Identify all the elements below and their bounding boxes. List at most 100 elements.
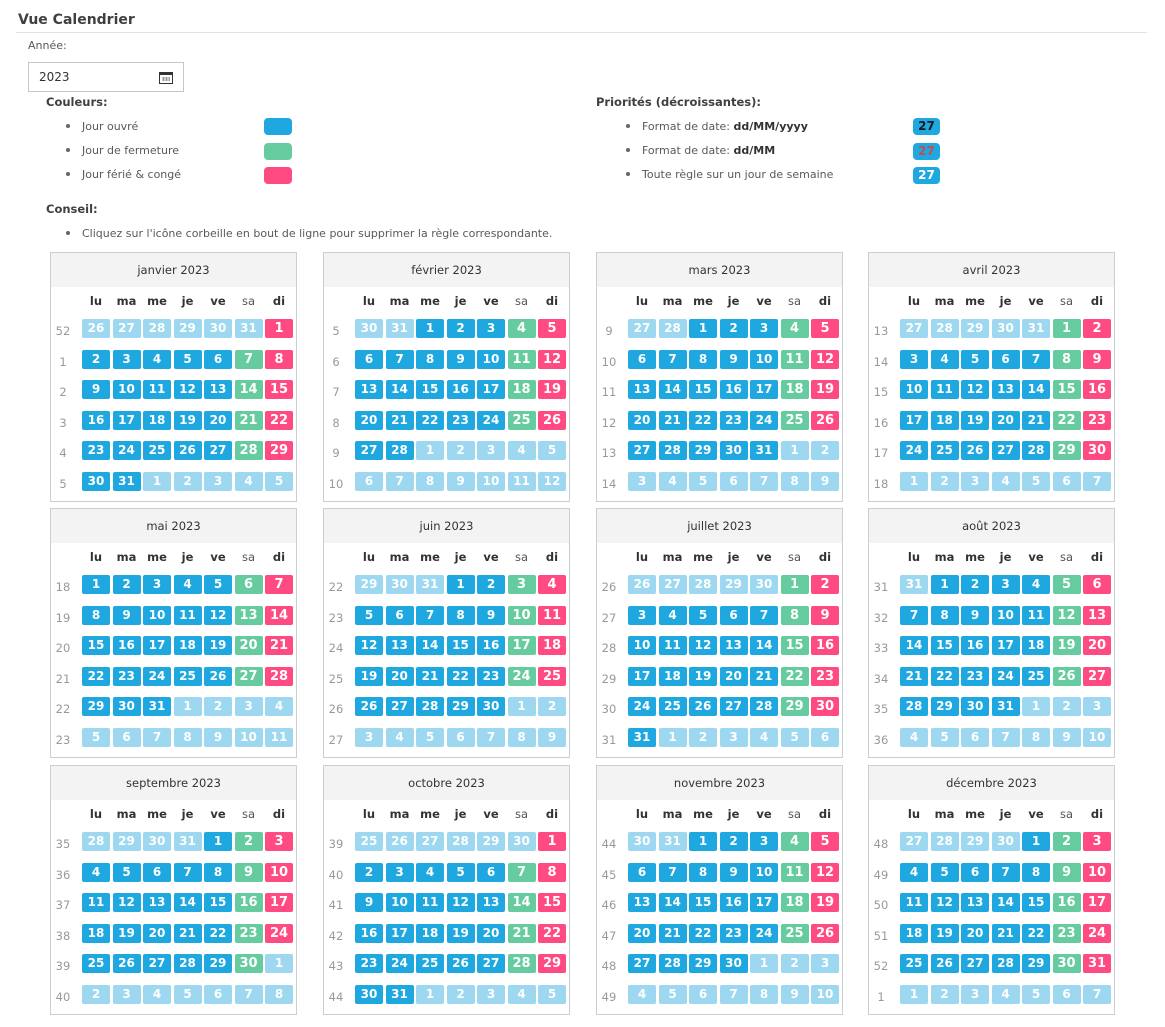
day-cell-working-day[interactable]: 28 <box>385 441 414 461</box>
day-cell-working-day[interactable]: 28 <box>658 441 687 461</box>
day-cell-working-day[interactable]: 15 <box>446 636 475 656</box>
day-cell-working-day[interactable]: 11 <box>173 605 202 625</box>
day-cell-holiday[interactable]: 19 <box>538 380 566 400</box>
day-cell-working-day[interactable]: 6 <box>385 605 414 625</box>
day-cell-working-day[interactable]: 3 <box>991 575 1020 594</box>
day-cell-working-day[interactable]: 1 <box>446 575 475 594</box>
day-cell-working-day[interactable]: 5 <box>446 862 475 882</box>
day-cell-outside-month-day[interactable]: 3 <box>628 472 656 491</box>
day-cell-working-day[interactable]: 6 <box>719 605 748 625</box>
day-cell-closure-day[interactable]: 23 <box>1052 923 1081 943</box>
day-cell-holiday[interactable]: 2 <box>1083 319 1111 338</box>
day-cell-closure-day[interactable]: 7 <box>507 862 536 882</box>
day-cell-working-day[interactable]: 4 <box>173 575 202 594</box>
day-cell-outside-month-day[interactable]: 2 <box>446 441 475 461</box>
day-cell-closure-day[interactable]: 18 <box>507 380 536 400</box>
day-cell-outside-month-day[interactable]: 30 <box>385 575 414 594</box>
day-cell-working-day[interactable]: 15 <box>1022 893 1050 913</box>
day-cell-working-day[interactable]: 19 <box>355 666 383 686</box>
day-cell-working-day[interactable]: 19 <box>204 636 232 656</box>
day-cell-working-day[interactable]: 16 <box>82 410 110 430</box>
day-cell-working-day[interactable]: 30 <box>82 472 110 491</box>
day-cell-working-day[interactable]: 5 <box>204 575 232 594</box>
day-cell-outside-month-day[interactable]: 7 <box>1083 985 1111 1004</box>
day-cell-outside-month-day[interactable]: 10 <box>234 728 263 747</box>
day-cell-working-day[interactable]: 21 <box>385 410 414 430</box>
day-cell-working-day[interactable]: 18 <box>173 636 202 656</box>
day-cell-holiday[interactable]: 12 <box>811 349 839 369</box>
day-cell-closure-day[interactable]: 4 <box>780 832 809 851</box>
day-cell-outside-month-day[interactable]: 3 <box>961 472 989 491</box>
day-cell-closure-day[interactable]: 4 <box>780 319 809 338</box>
day-cell-holiday[interactable]: 15 <box>265 380 293 400</box>
day-cell-holiday[interactable]: 8 <box>538 862 566 882</box>
day-cell-working-day[interactable]: 23 <box>961 666 989 686</box>
day-cell-holiday[interactable]: 3 <box>1083 832 1111 851</box>
day-cell-working-day[interactable]: 4 <box>930 349 959 369</box>
day-cell-working-day[interactable]: 13 <box>628 380 656 400</box>
day-cell-working-day[interactable]: 30 <box>961 697 989 717</box>
day-cell-working-day[interactable]: 1 <box>1022 832 1050 851</box>
day-cell-closure-day[interactable]: 1 <box>1052 319 1081 338</box>
day-cell-outside-month-day[interactable]: 3 <box>811 954 839 974</box>
day-cell-closure-day[interactable]: 22 <box>1052 410 1081 430</box>
day-cell-outside-month-day[interactable]: 3 <box>234 697 263 717</box>
day-cell-working-day[interactable]: 8 <box>930 605 959 625</box>
day-cell-outside-month-day[interactable]: 10 <box>811 985 839 1004</box>
day-cell-working-day[interactable]: 27 <box>204 441 232 461</box>
day-cell-outside-month-day[interactable]: 2 <box>930 985 959 1004</box>
day-cell-working-day[interactable]: 14 <box>900 636 928 656</box>
day-cell-outside-month-day[interactable]: 29 <box>355 575 383 594</box>
day-cell-working-day[interactable]: 14 <box>658 380 687 400</box>
day-cell-working-day[interactable]: 3 <box>900 349 928 369</box>
day-cell-working-day[interactable]: 11 <box>900 893 928 913</box>
day-cell-closure-day[interactable]: 4 <box>507 319 536 338</box>
day-cell-working-day[interactable]: 14 <box>750 636 778 656</box>
day-cell-holiday[interactable]: 11 <box>538 605 566 625</box>
day-cell-holiday[interactable]: 30 <box>1083 441 1111 461</box>
day-cell-closure-day[interactable]: 5 <box>1052 575 1081 594</box>
day-cell-holiday[interactable]: 29 <box>265 441 293 461</box>
day-cell-outside-month-day[interactable]: 30 <box>750 575 778 594</box>
day-cell-closure-day[interactable]: 30 <box>1052 954 1081 974</box>
day-cell-working-day[interactable]: 25 <box>416 954 444 974</box>
day-cell-outside-month-day[interactable]: 9 <box>204 728 232 747</box>
day-cell-outside-month-day[interactable]: 1 <box>780 441 809 461</box>
day-cell-working-day[interactable]: 6 <box>628 862 656 882</box>
day-cell-holiday[interactable]: 10 <box>1083 862 1111 882</box>
day-cell-working-day[interactable]: 9 <box>355 893 383 913</box>
day-cell-working-day[interactable]: 3 <box>750 832 778 851</box>
day-cell-outside-month-day[interactable]: 4 <box>991 985 1020 1004</box>
day-cell-closure-day[interactable]: 16 <box>234 893 263 913</box>
day-cell-outside-month-day[interactable]: 1 <box>173 697 202 717</box>
day-cell-working-day[interactable]: 5 <box>689 605 717 625</box>
day-cell-outside-month-day[interactable]: 2 <box>446 985 475 1004</box>
day-cell-outside-month-day[interactable]: 2 <box>1052 697 1081 717</box>
day-cell-working-day[interactable]: 11 <box>930 380 959 400</box>
day-cell-holiday[interactable]: 12 <box>811 862 839 882</box>
day-cell-working-day[interactable]: 6 <box>628 349 656 369</box>
day-cell-outside-month-day[interactable]: 3 <box>355 728 383 747</box>
day-cell-working-day[interactable]: 30 <box>355 985 383 1004</box>
day-cell-outside-month-day[interactable]: 31 <box>385 319 414 338</box>
day-cell-outside-month-day[interactable]: 2 <box>204 697 232 717</box>
day-cell-working-day[interactable]: 10 <box>900 380 928 400</box>
day-cell-working-day[interactable]: 4 <box>900 862 928 882</box>
day-cell-working-day[interactable]: 12 <box>930 893 959 913</box>
day-cell-working-day[interactable]: 14 <box>658 893 687 913</box>
day-cell-working-day[interactable]: 14 <box>991 893 1020 913</box>
day-cell-working-day[interactable]: 4 <box>143 349 171 369</box>
day-cell-working-day[interactable]: 14 <box>385 380 414 400</box>
day-cell-outside-month-day[interactable]: 5 <box>416 728 444 747</box>
day-cell-holiday[interactable]: 31 <box>1083 954 1111 974</box>
day-cell-holiday[interactable]: 15 <box>538 893 566 913</box>
day-cell-outside-month-day[interactable]: 3 <box>112 985 141 1004</box>
day-cell-working-day[interactable]: 12 <box>961 380 989 400</box>
day-cell-working-day[interactable]: 6 <box>355 349 383 369</box>
day-cell-working-day[interactable]: 17 <box>900 410 928 430</box>
day-cell-working-day[interactable]: 26 <box>204 666 232 686</box>
day-cell-working-day[interactable]: 23 <box>112 666 141 686</box>
day-cell-working-day[interactable]: 22 <box>446 666 475 686</box>
day-cell-working-day[interactable]: 31 <box>991 697 1020 717</box>
day-cell-closure-day[interactable]: 14 <box>507 893 536 913</box>
